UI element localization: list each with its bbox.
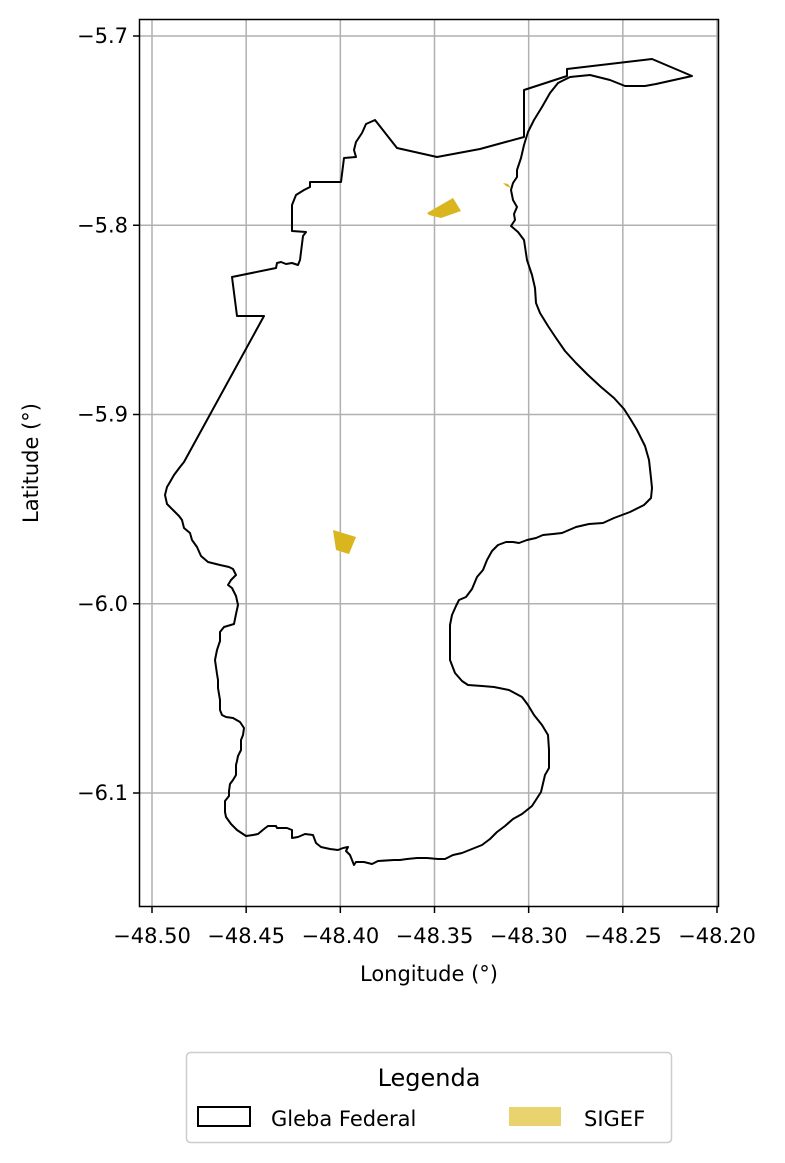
x-tick-label: −48.50 bbox=[113, 924, 191, 948]
y-tick-label: −6.1 bbox=[77, 781, 128, 805]
legend-label-gleba: Gleba Federal bbox=[271, 1107, 416, 1131]
plot-frame bbox=[138, 18, 720, 908]
y-tick-label: −5.7 bbox=[77, 24, 128, 48]
sigef-parcel-north bbox=[427, 198, 461, 218]
legend-swatch-sigef bbox=[509, 1107, 561, 1126]
grid-lines bbox=[140, 20, 718, 906]
gleba-federal-outline bbox=[164, 58, 693, 866]
x-axis-ticks: −48.50 −48.45 −48.40 −48.35 −48.30 −48.25 −48.… bbox=[113, 906, 756, 948]
y-tick-label: −5.9 bbox=[77, 403, 128, 427]
sigef-parcel-west bbox=[333, 530, 356, 554]
legend-swatch-gleba bbox=[197, 1106, 251, 1127]
x-tick-label: −48.35 bbox=[396, 924, 474, 948]
legend-title: Legenda bbox=[378, 1064, 481, 1092]
y-tick-label: −6.0 bbox=[77, 592, 128, 616]
y-axis-label: Latitude (°) bbox=[19, 403, 43, 523]
x-tick-label: −48.45 bbox=[207, 924, 285, 948]
legend: Legenda Gleba Federal SIGEF bbox=[185, 1051, 673, 1144]
y-tick-label: −5.8 bbox=[77, 213, 128, 237]
x-tick-label: −48.20 bbox=[678, 924, 756, 948]
y-axis-ticks: −5.7 −5.8 −5.9 −6.0 −6.1 bbox=[77, 24, 140, 805]
x-axis-label: Longitude (°) bbox=[360, 962, 498, 986]
x-tick-label: −48.30 bbox=[490, 924, 568, 948]
sigef-layer bbox=[333, 183, 511, 554]
sigef-parcel-northeast bbox=[503, 183, 511, 188]
x-tick-label: −48.25 bbox=[584, 924, 662, 948]
legend-label-sigef: SIGEF bbox=[584, 1107, 645, 1131]
x-tick-label: −48.40 bbox=[301, 924, 379, 948]
